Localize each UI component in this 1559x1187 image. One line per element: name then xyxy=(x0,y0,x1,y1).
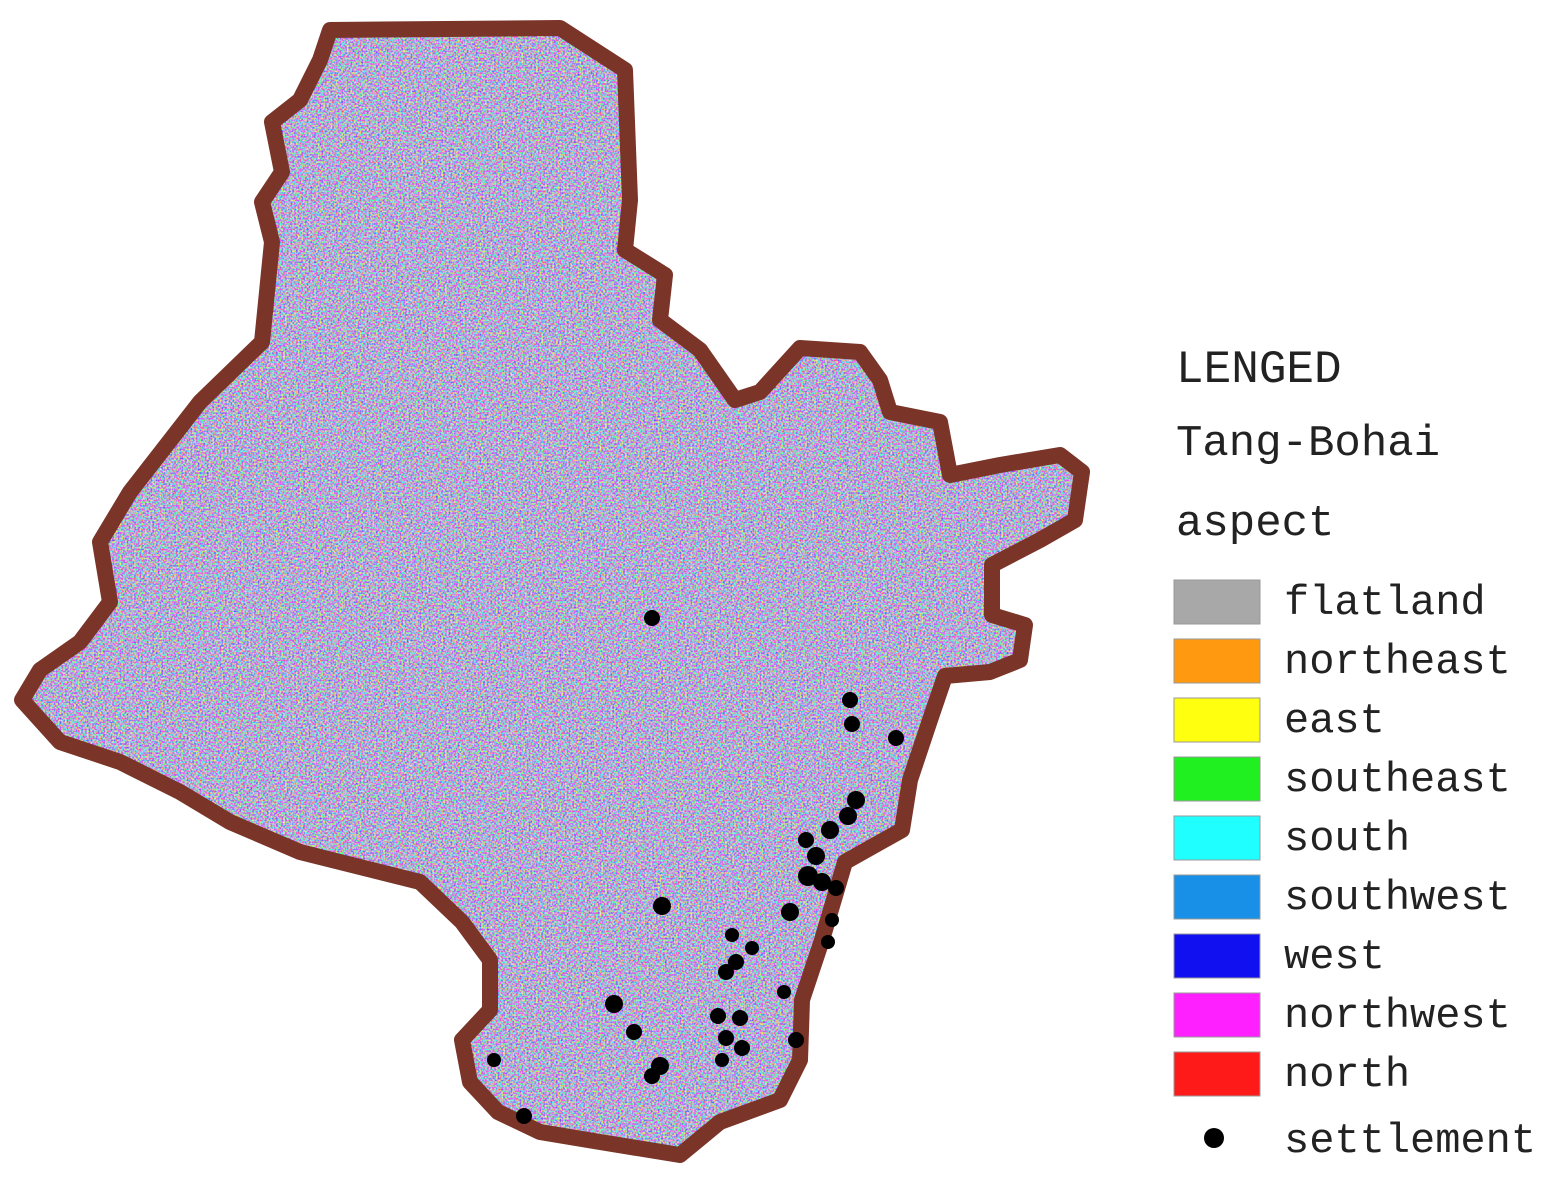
legend-swatch xyxy=(1173,815,1261,861)
legend-swatch xyxy=(1173,697,1261,743)
aspect-raster xyxy=(22,28,1082,1155)
legend-region: Tang-Bohai xyxy=(1176,419,1440,469)
legend-layer: aspect xyxy=(1176,499,1334,549)
legend-swatch xyxy=(1173,992,1261,1038)
legend-label: north xyxy=(1284,1051,1410,1099)
legend-items: flatland northeast east southeast south south… xyxy=(1173,579,1511,1099)
legend-label: south xyxy=(1284,815,1410,863)
legend-label: southeast xyxy=(1284,756,1511,804)
legend-swatch xyxy=(1173,638,1261,684)
legend-label: east xyxy=(1284,697,1385,745)
legend-point-label: settlement xyxy=(1284,1117,1536,1165)
legend-swatch xyxy=(1173,756,1261,802)
legend-label: west xyxy=(1284,933,1385,981)
settlements xyxy=(487,610,904,1124)
legend-label: northeast xyxy=(1284,638,1511,686)
settlement-symbol xyxy=(1204,1128,1224,1148)
legend-swatch xyxy=(1173,1051,1261,1097)
legend-title: LENGED xyxy=(1176,344,1342,396)
legend-swatch xyxy=(1173,874,1261,920)
legend-label: northwest xyxy=(1284,992,1511,1040)
legend-swatch xyxy=(1173,579,1261,625)
legend-swatch xyxy=(1173,933,1261,979)
legend-label: southwest xyxy=(1284,874,1511,922)
legend-label: flatland xyxy=(1284,579,1486,627)
